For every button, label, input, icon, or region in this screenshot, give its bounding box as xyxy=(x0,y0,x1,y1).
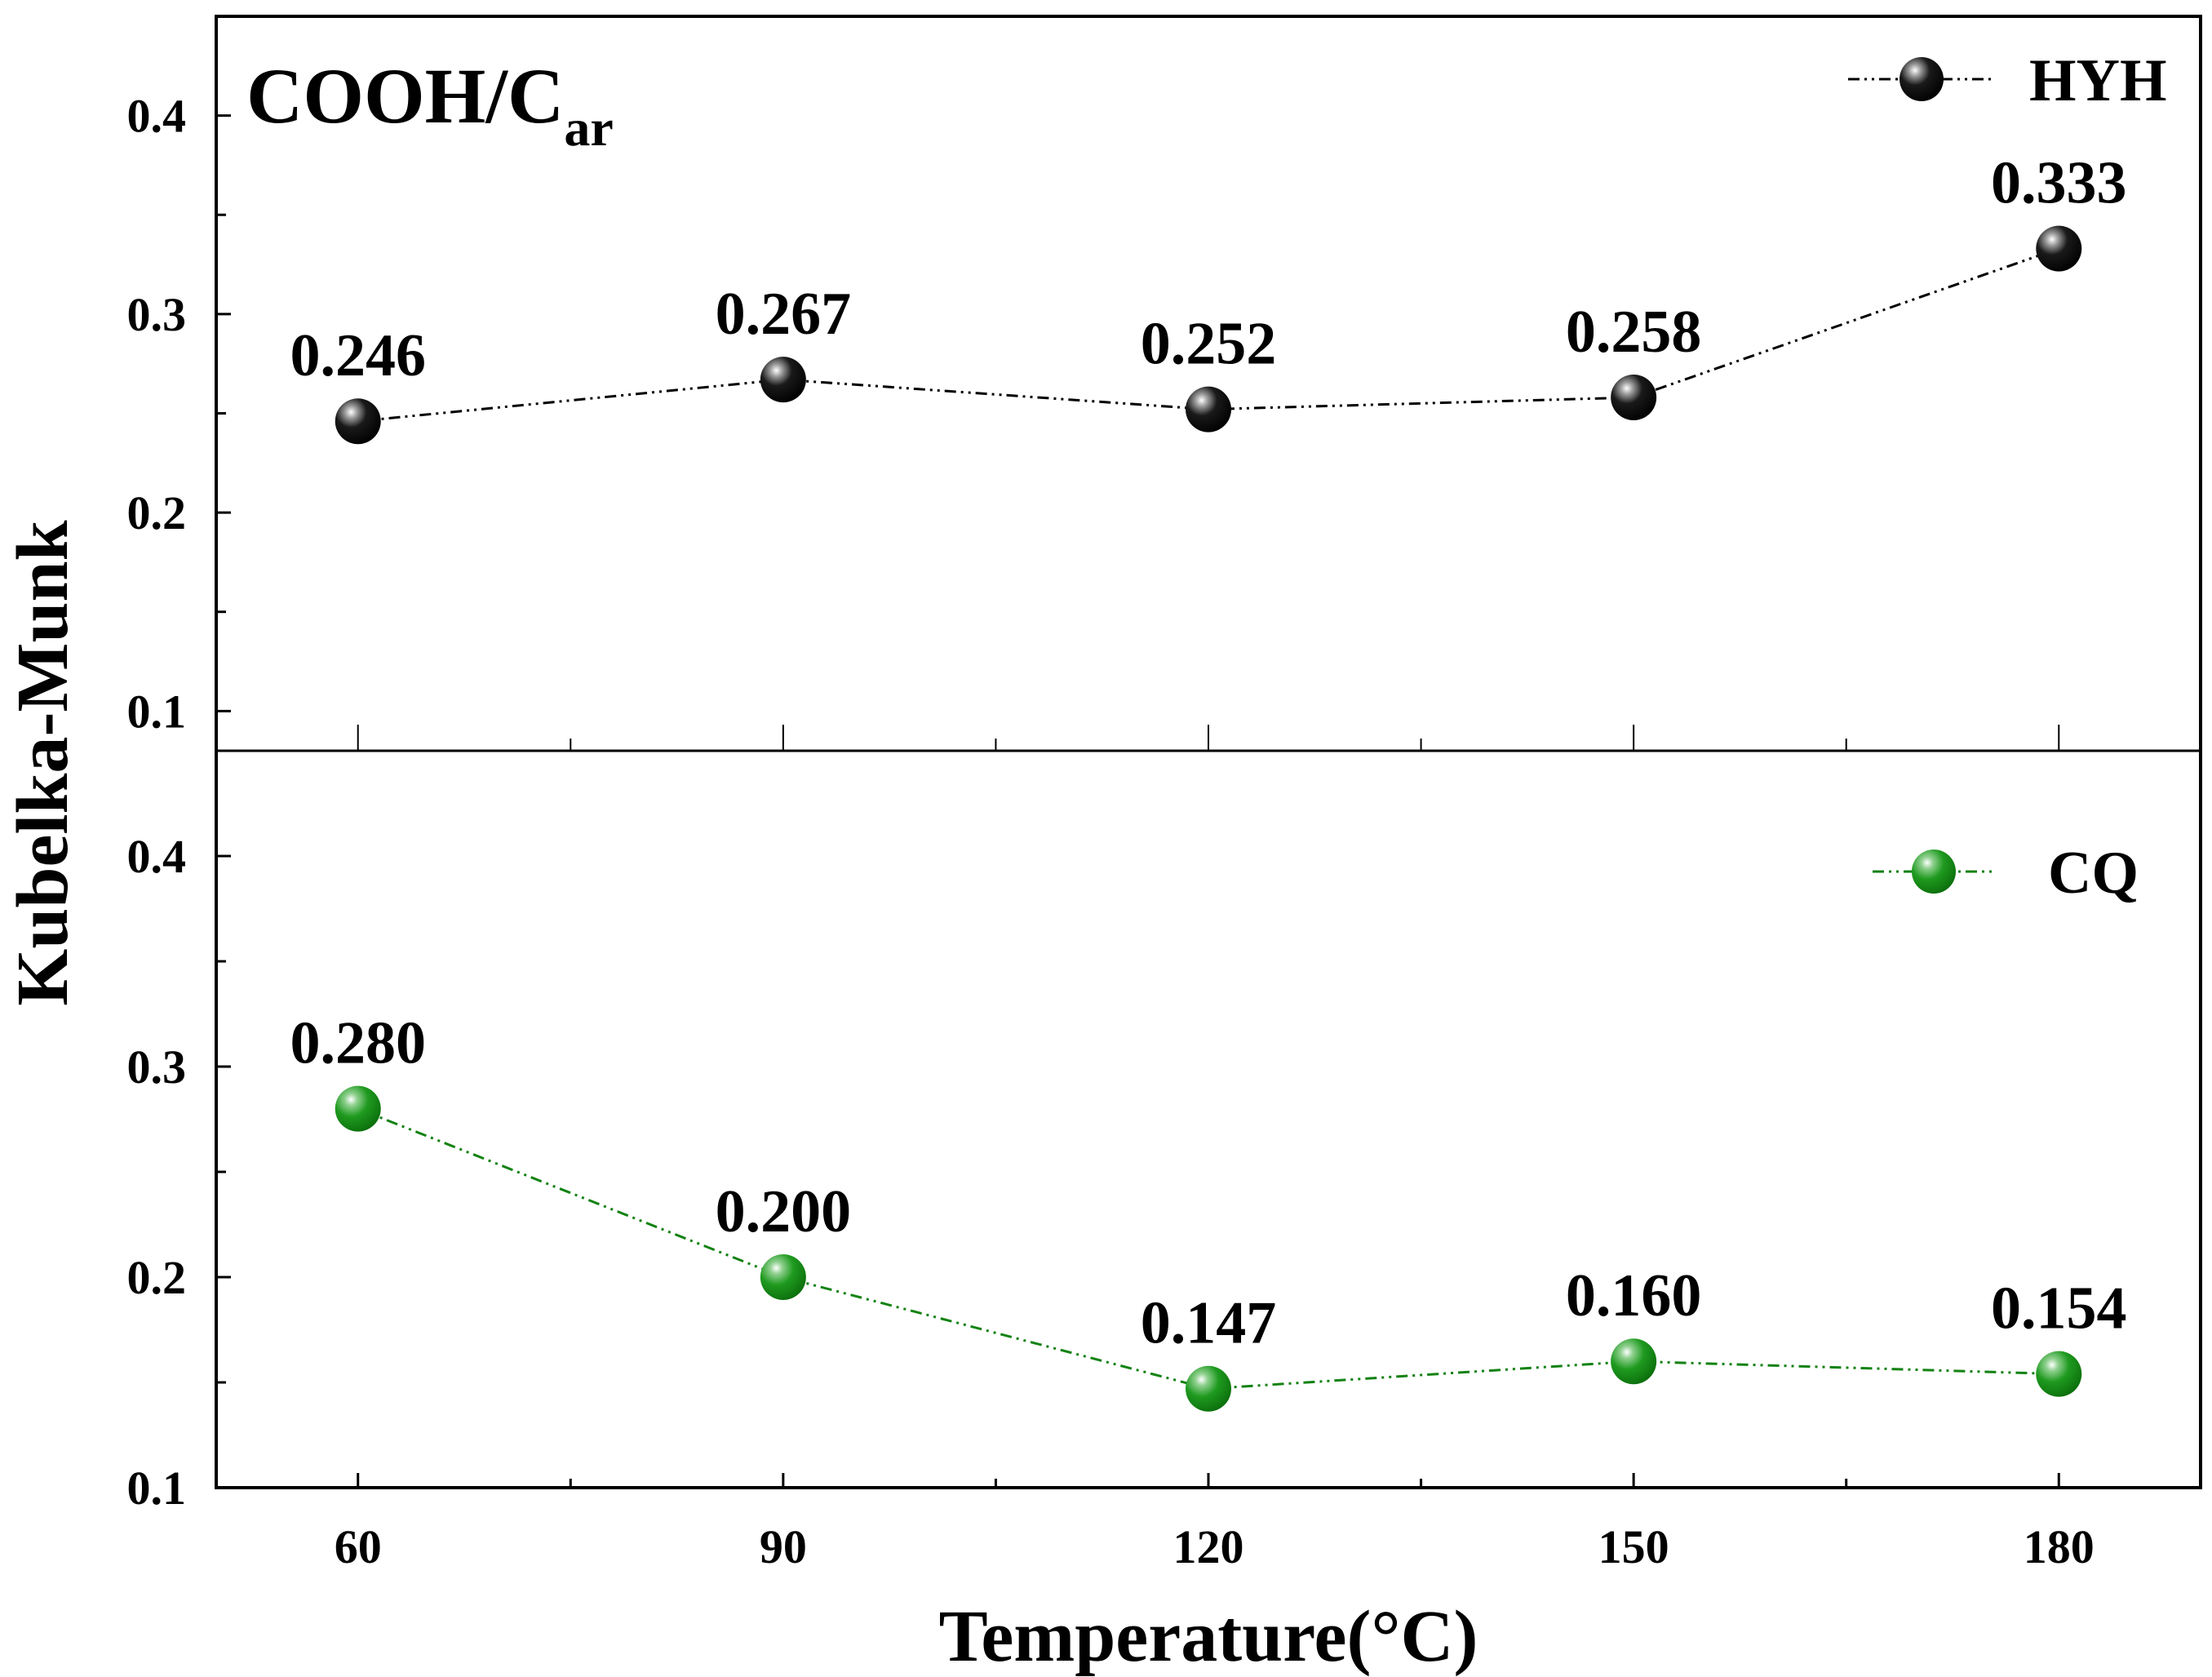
legend-label: CQ xyxy=(2048,840,2139,907)
legend-layer: HYH CQ xyxy=(1848,47,2167,907)
data-point xyxy=(1611,1338,1657,1385)
y-tick-label: 0.1 xyxy=(127,685,187,738)
data-label: 0.267 xyxy=(716,281,852,348)
panel-label: COOH/Car xyxy=(246,52,614,157)
data-point xyxy=(2036,225,2082,272)
x-tick-label: 180 xyxy=(2024,1520,2095,1573)
data-label: 0.154 xyxy=(1991,1275,2127,1342)
x-tick-label: 90 xyxy=(760,1520,807,1573)
y-tick-label: 0.2 xyxy=(127,1251,187,1304)
data-label: 0.258 xyxy=(1566,299,1702,366)
x-tick-label: 150 xyxy=(1598,1520,1669,1573)
y-tick-label: 0.2 xyxy=(127,486,187,539)
legend-marker xyxy=(1912,850,1956,894)
y-tick-label: 0.1 xyxy=(127,1462,187,1515)
series-layer: 0.246 0.267 0.252 0.258 0.333 0.280 0.200 0.147… xyxy=(290,150,2127,1412)
y-tick-label: 0.3 xyxy=(127,1040,187,1094)
data-point xyxy=(2036,1351,2082,1397)
data-label: 0.147 xyxy=(1141,1290,1277,1357)
y-tick-label: 0.4 xyxy=(127,830,187,883)
y-tick-label: 0.3 xyxy=(127,288,187,341)
data-point xyxy=(760,357,806,403)
y-tick-label: 0.4 xyxy=(127,90,187,143)
x-tick-label: 120 xyxy=(1173,1520,1244,1573)
data-label: 0.252 xyxy=(1141,311,1277,378)
series-line xyxy=(357,1107,2059,1391)
data-point xyxy=(760,1254,806,1300)
data-label: 0.280 xyxy=(290,1010,426,1077)
data-point xyxy=(1611,375,1657,421)
y-axis-title: Kubelka-Munk xyxy=(2,520,83,1005)
data-label: 0.200 xyxy=(716,1178,852,1245)
x-axis-title: Temperature(°C) xyxy=(939,1596,1478,1677)
data-label: 0.160 xyxy=(1566,1262,1702,1329)
legend-marker xyxy=(1899,57,1944,101)
data-label: 0.333 xyxy=(1991,150,2127,217)
legend-label: HYH xyxy=(2029,47,2167,114)
x-tick-label: 60 xyxy=(335,1520,382,1573)
data-label: 0.246 xyxy=(290,322,426,389)
data-point xyxy=(335,1085,381,1132)
data-point xyxy=(335,398,381,445)
axes-layer: 60 90 120 150 180 0.1 0.2 0.3 0.4 0.1 0.2 0.3 0.4 xyxy=(127,90,2095,1573)
data-point xyxy=(1186,1365,1231,1412)
data-point xyxy=(1186,386,1231,433)
panel-label-subscript: ar xyxy=(564,99,613,157)
